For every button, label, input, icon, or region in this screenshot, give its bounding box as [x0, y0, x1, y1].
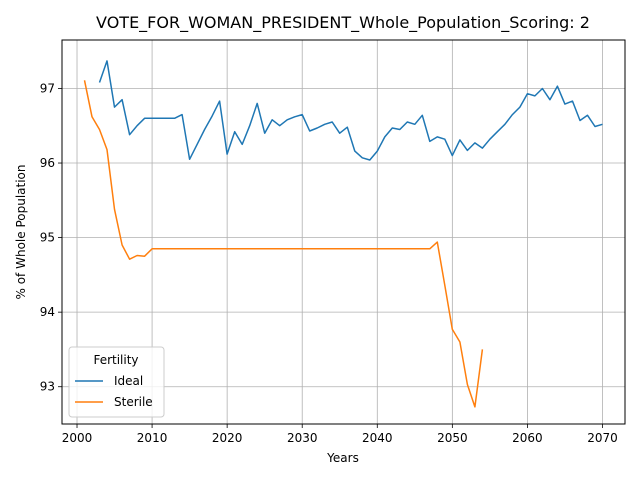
x-tick-label: 2020	[212, 431, 243, 445]
x-tick-label: 2050	[437, 431, 468, 445]
x-tick-label: 2060	[512, 431, 543, 445]
series-layer	[83, 60, 603, 408]
x-axis-label: Years	[326, 451, 359, 465]
y-tick-label: 94	[40, 305, 55, 319]
legend-label-sterile: Sterile	[114, 395, 153, 409]
x-tick-label: 2010	[137, 431, 168, 445]
legend: Fertility Ideal Sterile	[68, 346, 165, 418]
x-tick-label: 2030	[287, 431, 318, 445]
x-tick-label: 2000	[62, 431, 93, 445]
y-tick-label: 97	[40, 81, 55, 95]
ticks: 2000 2010 2020 2030 2040 2050 2060 2070 93 94 95 96…	[40, 81, 618, 445]
chart-title: VOTE_FOR_WOMAN_PRESIDENT_Whole_Populatio…	[96, 13, 590, 33]
y-tick-label: 93	[40, 380, 55, 394]
y-axis-label: % of Whole Population	[14, 165, 28, 300]
legend-title: Fertility	[93, 353, 138, 367]
legend-label-ideal: Ideal	[114, 374, 143, 388]
series-line-ideal	[98, 60, 603, 161]
plot-frame	[61, 39, 626, 425]
y-tick-label: 96	[40, 156, 55, 170]
x-tick-label: 2040	[362, 431, 393, 445]
series-line-sterile	[83, 80, 484, 408]
legend-box	[68, 346, 165, 418]
y-tick-label: 95	[40, 231, 55, 245]
x-tick-label: 2070	[587, 431, 618, 445]
